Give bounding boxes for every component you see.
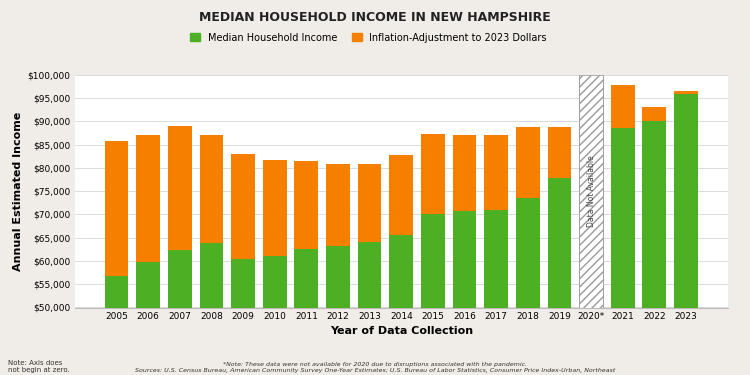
Text: MEDIAN HOUSEHOLD INCOME IN NEW HAMPSHIRE: MEDIAN HOUSEHOLD INCOME IN NEW HAMPSHIRE [200, 11, 550, 24]
Bar [674, 91, 698, 94]
Bar [579, 75, 603, 307]
Bar [516, 198, 540, 308]
Bar [389, 236, 413, 308]
Bar [231, 154, 255, 259]
Bar [453, 135, 476, 211]
Bar [326, 164, 350, 246]
Bar [168, 126, 192, 250]
Bar [136, 262, 160, 308]
Bar [358, 242, 382, 308]
Bar [326, 246, 350, 308]
Text: *Note: These data were not available for 2020 due to disruptions associated with: *Note: These data were not available for… [135, 362, 615, 373]
Bar [610, 85, 634, 129]
Bar [453, 211, 476, 308]
Bar [484, 135, 508, 210]
Bar [643, 121, 666, 308]
Bar [674, 94, 698, 308]
Bar [295, 161, 318, 249]
Text: Note: Axis does
not begin at zero.: Note: Axis does not begin at zero. [8, 360, 69, 373]
Bar [548, 127, 572, 178]
Bar [136, 135, 160, 262]
Bar [231, 259, 255, 308]
Bar [200, 243, 223, 308]
Bar [168, 250, 192, 308]
Bar [262, 256, 286, 307]
Bar [358, 164, 382, 242]
Bar [295, 249, 318, 308]
Bar [105, 141, 128, 276]
Bar [421, 134, 445, 214]
Text: Data Not Available: Data Not Available [586, 155, 596, 227]
Y-axis label: Annual Estimated Income: Annual Estimated Income [13, 112, 23, 271]
Bar [484, 210, 508, 308]
Bar [200, 135, 223, 243]
Bar [516, 127, 540, 198]
Bar [262, 160, 286, 256]
Bar [548, 178, 572, 308]
Legend: Median Household Income, Inflation-Adjustment to 2023 Dollars: Median Household Income, Inflation-Adjus… [187, 29, 550, 46]
Bar [610, 129, 634, 308]
X-axis label: Year of Data Collection: Year of Data Collection [330, 326, 472, 336]
Bar [421, 214, 445, 308]
Bar [389, 155, 413, 236]
Bar [643, 107, 666, 121]
Bar [105, 276, 128, 308]
